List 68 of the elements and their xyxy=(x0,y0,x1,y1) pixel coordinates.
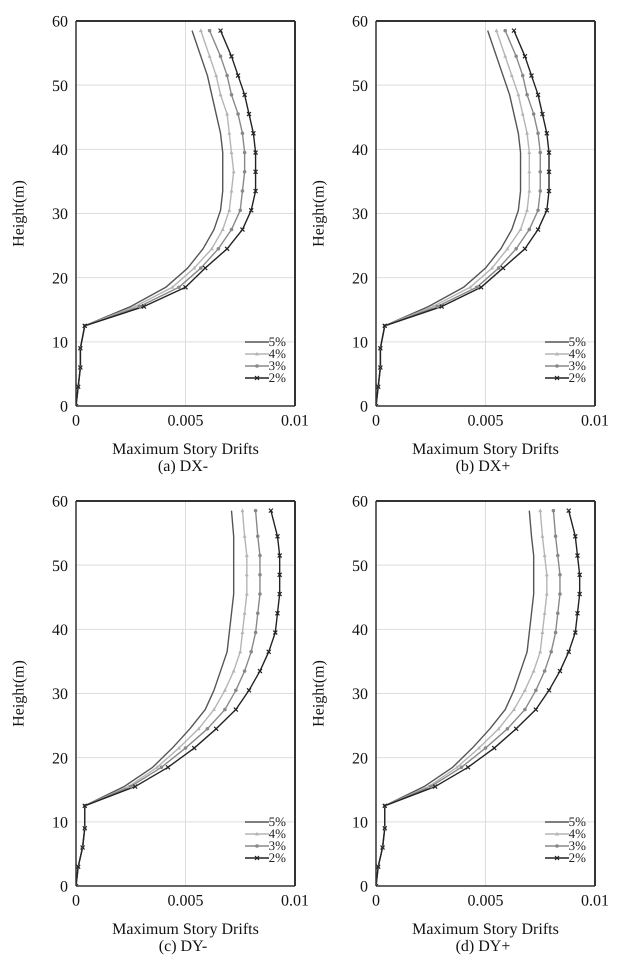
y-tick-label: 20 xyxy=(52,270,68,288)
legend-label: 5% xyxy=(268,334,286,349)
y-tick-label: 20 xyxy=(352,270,368,288)
y-tick-label: 20 xyxy=(352,750,368,768)
y-tick-label: 0 xyxy=(360,398,368,416)
x-tick-label: 0.005 xyxy=(468,412,504,430)
y-tick-label: 60 xyxy=(352,494,368,511)
y-tick-label: 20 xyxy=(52,750,68,768)
x-tick-label: 0.01 xyxy=(281,412,309,430)
legend-label: 2% xyxy=(268,850,286,865)
y-axis-title: Height(m) xyxy=(310,660,328,727)
legend-label: 2% xyxy=(268,370,286,385)
legend-label: 3% xyxy=(568,838,586,853)
x-tick-label: 0 xyxy=(372,892,380,910)
y-tick-label: 0 xyxy=(360,878,368,896)
y-axis-title: Height(m) xyxy=(10,180,28,247)
legend-label: 3% xyxy=(268,358,286,373)
legend-label: 4% xyxy=(568,346,586,361)
legend-label: 4% xyxy=(268,826,286,841)
x-axis-title: Maximum Story Drifts xyxy=(112,441,259,458)
x-tick-label: 0.005 xyxy=(168,892,204,910)
y-tick-label: 30 xyxy=(52,206,68,224)
y-tick-label: 60 xyxy=(52,14,68,31)
legend-label: 4% xyxy=(568,826,586,841)
y-tick-label: 50 xyxy=(352,78,368,95)
y-tick-label: 40 xyxy=(352,622,368,640)
legend-label: 3% xyxy=(268,838,286,853)
y-tick-label: 30 xyxy=(352,206,368,224)
y-axis-title: Height(m) xyxy=(310,180,328,247)
legend-label: 4% xyxy=(268,346,286,361)
x-tick-label: 0 xyxy=(372,412,380,430)
x-tick-label: 0.01 xyxy=(281,892,309,910)
x-axis-title: Maximum Story Drifts xyxy=(112,921,259,938)
y-tick-label: 30 xyxy=(52,686,68,704)
text: (d) DY+ xyxy=(454,938,512,956)
x-tick-label: 0 xyxy=(72,892,80,910)
x-axis-title: Maximum Story Drifts xyxy=(412,921,559,938)
y-tick-label: 10 xyxy=(352,334,368,352)
x-tick-label: 0.005 xyxy=(468,892,504,910)
x-tick-label: 0.01 xyxy=(581,892,609,910)
text: (a) DX- xyxy=(156,458,210,476)
legend-label: 2% xyxy=(568,370,586,385)
legend-label: 5% xyxy=(568,334,586,349)
y-tick-label: 40 xyxy=(52,142,68,160)
x-tick-label: 0.01 xyxy=(581,412,609,430)
legend-label: 5% xyxy=(268,814,286,829)
x-tick-label: 0.005 xyxy=(168,412,204,430)
y-tick-label: 60 xyxy=(352,14,368,31)
x-axis-title: Maximum Story Drifts xyxy=(412,441,559,458)
y-tick-label: 50 xyxy=(52,558,68,575)
y-tick-label: 60 xyxy=(52,494,68,511)
y-tick-label: 50 xyxy=(352,558,368,575)
y-tick-label: 40 xyxy=(52,622,68,640)
y-tick-label: 40 xyxy=(352,142,368,160)
y-tick-label: 0 xyxy=(60,398,68,416)
y-tick-label: 30 xyxy=(352,686,368,704)
y-axis-title: Height(m) xyxy=(10,660,28,727)
legend-label: 2% xyxy=(568,850,586,865)
y-tick-label: 10 xyxy=(52,814,68,832)
legend-label: 5% xyxy=(568,814,586,829)
y-tick-label: 10 xyxy=(52,334,68,352)
text: (c) DY- xyxy=(158,938,208,956)
x-tick-label: 0 xyxy=(72,412,80,430)
y-tick-label: 0 xyxy=(60,878,68,896)
y-tick-label: 10 xyxy=(352,814,368,832)
text: (b) DX+ xyxy=(454,458,512,476)
legend-label: 3% xyxy=(568,358,586,373)
y-tick-label: 50 xyxy=(52,78,68,95)
